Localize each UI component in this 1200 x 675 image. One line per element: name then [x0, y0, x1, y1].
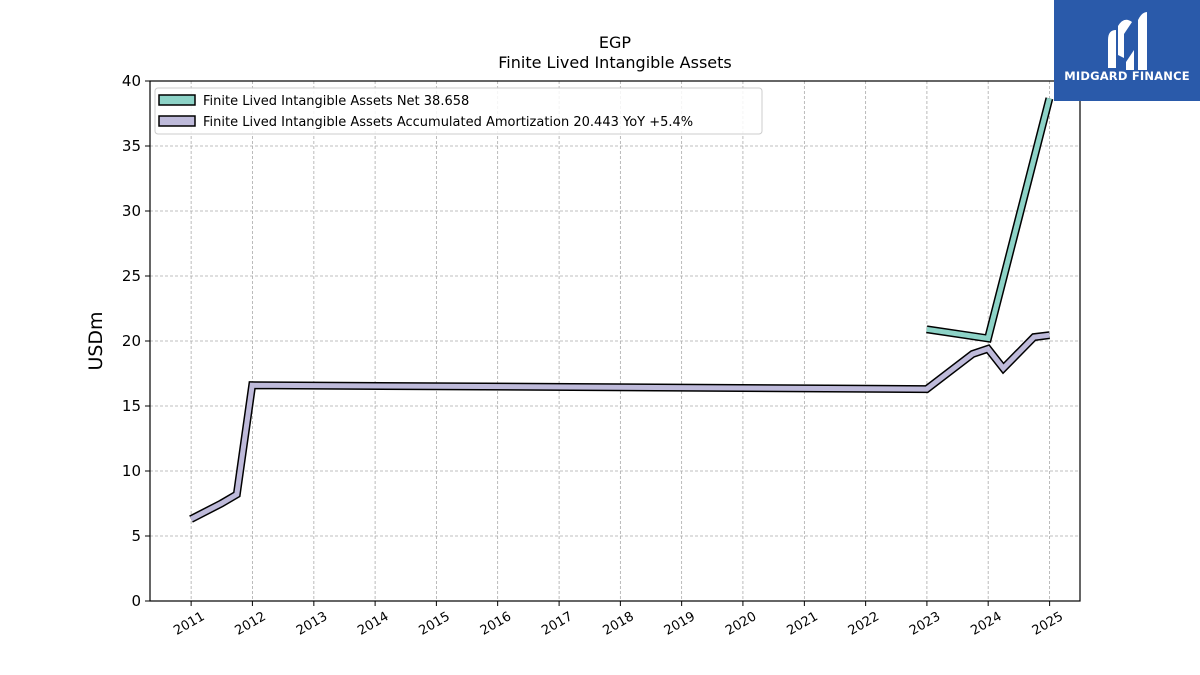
x-tick-label: 2025 — [1030, 609, 1066, 639]
series-layer — [189, 97, 1054, 523]
legend-swatch — [158, 94, 196, 106]
legend-label: Finite Lived Intangible Assets Net 38.65… — [203, 94, 469, 109]
chart-subtitle: Finite Lived Intangible Assets — [498, 53, 731, 72]
x-tick-label: 2015 — [417, 609, 453, 639]
y-axis-label: USDm — [85, 311, 107, 370]
x-tick-label: 2016 — [478, 609, 514, 639]
y-tick-label: 30 — [122, 202, 141, 220]
series-line — [189, 332, 1050, 522]
legend: Finite Lived Intangible Assets Net 38.65… — [154, 87, 763, 135]
grid — [150, 80, 1080, 602]
brand-name: MIDGARD FINANCE — [1064, 69, 1190, 83]
x-tick-label: 2022 — [846, 609, 882, 639]
y-tick-label: 10 — [122, 462, 141, 480]
legend-swatch — [158, 115, 196, 127]
series-2 — [189, 331, 1050, 523]
y-tick-label: 15 — [122, 397, 141, 415]
y-tick-label: 5 — [131, 527, 141, 545]
x-tick-label: 2018 — [601, 609, 637, 639]
x-tick-label: 2023 — [907, 609, 943, 639]
logo-mark-icon — [1108, 12, 1147, 70]
legend-label: Finite Lived Intangible Assets Accumulat… — [203, 115, 693, 130]
legend-box — [154, 87, 763, 135]
x-tick-label: 2011 — [171, 609, 207, 639]
brand-logo: MIDGARD FINANCE — [1054, 0, 1200, 101]
x-tick-label: 2020 — [723, 609, 759, 639]
x-tick-label: 2014 — [355, 609, 391, 639]
y-tick-label: 25 — [122, 267, 141, 285]
y-axis: 0 5 10 15 20 25 30 35 40 — [122, 72, 150, 610]
y-tick-label: 40 — [122, 72, 141, 90]
x-tick-label: 2024 — [968, 609, 1004, 639]
x-tick-label: 2013 — [294, 609, 330, 639]
chart-title: EGP — [599, 33, 632, 52]
y-tick-label: 20 — [122, 332, 141, 350]
y-tick-label: 0 — [131, 592, 141, 610]
series-1 — [926, 97, 1054, 343]
x-axis: 2011 2012 2013 2014 2015 2016 2017 2018 2019 2020… — [171, 601, 1066, 639]
x-tick-label: 2012 — [233, 609, 269, 639]
x-tick-label: 2021 — [785, 609, 821, 639]
x-tick-label: 2017 — [539, 609, 575, 639]
series-line — [926, 97, 1052, 342]
y-tick-label: 35 — [122, 137, 141, 155]
x-tick-label: 2019 — [662, 609, 698, 639]
